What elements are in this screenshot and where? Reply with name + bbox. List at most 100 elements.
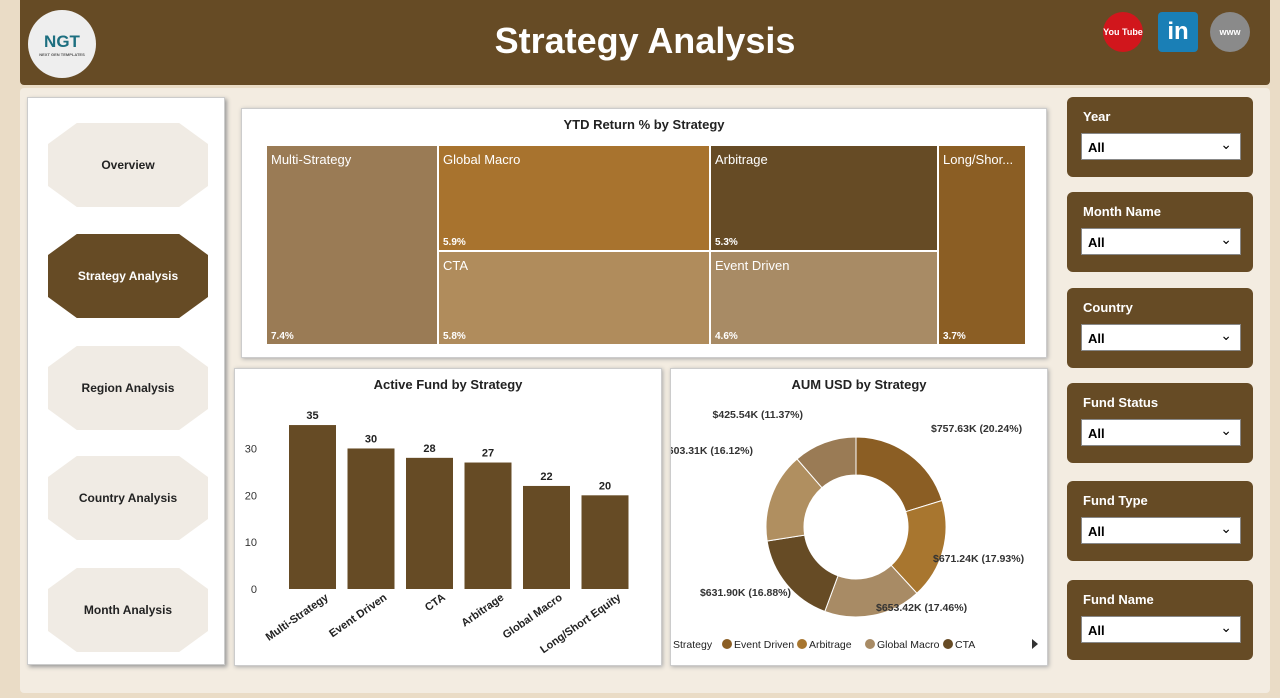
x-tick-label: CTA: [423, 592, 448, 614]
treemap-panel: YTD Return % by Strategy Multi-Strategy 7…: [241, 108, 1047, 358]
slicer-dropdown[interactable]: All ⌄: [1081, 228, 1241, 255]
slice-label: $603.31K (16.12%): [671, 445, 753, 457]
slice-label: $671.24K (17.93%): [933, 553, 1024, 565]
bar-data-label: 22: [540, 471, 552, 483]
nav-country-analysis[interactable]: Country Analysis: [48, 456, 208, 540]
tile-name: CTA: [443, 258, 469, 273]
nav-overview[interactable]: Overview: [48, 123, 208, 207]
bar-data-label: 35: [306, 410, 318, 422]
legend-item[interactable]: CTA: [955, 639, 975, 651]
donut-slice[interactable]: [766, 534, 839, 613]
bar-chart-title: Active Fund by Strategy: [373, 377, 523, 392]
bar-chart-panel: Active Fund by Strategy 0 10 20 30 35 Multi-S…: [234, 368, 662, 666]
legend-item[interactable]: Arbitrage: [809, 639, 852, 651]
legend-next-arrow-icon[interactable]: [1032, 639, 1038, 649]
legend-marker: [722, 639, 732, 649]
bar[interactable]: [464, 462, 512, 589]
y-tick-label: 20: [245, 490, 257, 502]
tile-value: 4.6%: [715, 331, 738, 342]
slicer-label: Month Name: [1083, 204, 1161, 219]
slicer-dropdown[interactable]: All ⌄: [1081, 324, 1241, 351]
page-title: Strategy Analysis: [494, 20, 796, 61]
globe-icon[interactable]: www: [1210, 12, 1250, 52]
slicer-label: Fund Name: [1083, 592, 1154, 607]
bar[interactable]: [581, 495, 629, 589]
tile-name: Long/Shor...: [943, 152, 1014, 167]
bar-data-label: 27: [482, 448, 494, 460]
slicer-dropdown[interactable]: All ⌄: [1081, 419, 1241, 446]
bar[interactable]: [523, 485, 570, 589]
slicer-value: All: [1088, 140, 1105, 155]
y-tick-label: 30: [245, 443, 257, 455]
bar[interactable]: [406, 457, 453, 589]
slicer-fund-type: Fund Type All ⌄: [1067, 481, 1253, 561]
youtube-label: You Tube: [1103, 27, 1143, 37]
tile-name: Event Driven: [715, 258, 790, 273]
chevron-down-icon: ⌄: [1220, 422, 1232, 438]
tile-name: Arbitrage: [715, 152, 768, 167]
chevron-down-icon: ⌄: [1220, 136, 1232, 152]
bar-data-label: 20: [599, 480, 611, 492]
slice-label: $757.63K (20.24%): [931, 423, 1022, 435]
legend-item[interactable]: Event Driven: [734, 639, 794, 651]
treemap-tile[interactable]: Long/Shor... 3.7%: [938, 145, 1026, 345]
x-tick-label: Multi-Strategy: [264, 591, 332, 643]
logo-subtext: NEXT GEN TEMPLATES: [39, 51, 85, 57]
bar-data-label: 30: [365, 433, 377, 445]
donut-chart-panel: AUM USD by Strategy $757.63K (20.24%) $67…: [670, 368, 1048, 666]
bar-data-label: 28: [423, 443, 435, 455]
slicer-label: Fund Type: [1083, 493, 1148, 508]
slicer-label: Country: [1083, 300, 1133, 315]
sidebar-nav: Overview Strategy Analysis Region Analys…: [27, 97, 225, 665]
chevron-down-icon: ⌄: [1220, 327, 1232, 343]
chevron-down-icon: ⌄: [1220, 231, 1232, 247]
tile-value: 7.4%: [271, 331, 294, 342]
treemap-tile[interactable]: Multi-Strategy 7.4%: [266, 145, 438, 345]
logo: NGT NEXT GEN TEMPLATES: [28, 10, 96, 78]
x-tick-label: Event Driven: [327, 591, 389, 640]
tile-value: 5.9%: [443, 237, 466, 248]
tile-value: 5.3%: [715, 237, 738, 248]
treemap-tile[interactable]: Event Driven 4.6%: [710, 251, 938, 345]
x-tick-label: Arbitrage: [459, 592, 506, 630]
donut-chart: $757.63K (20.24%) $671.24K (17.93%) $653.4…: [671, 409, 1038, 651]
legend-marker: [865, 639, 875, 649]
linkedin-icon[interactable]: in: [1158, 12, 1198, 52]
legend-item[interactable]: Global Macro: [877, 639, 940, 651]
donut-slice[interactable]: [796, 436, 857, 489]
nav-month-analysis[interactable]: Month Analysis: [48, 568, 208, 652]
tile-value: 3.7%: [943, 331, 966, 342]
slicer-month-name: Month Name All ⌄: [1067, 192, 1253, 272]
legend-marker: [797, 639, 807, 649]
slicer-fund-name: Fund Name All ⌄: [1067, 580, 1253, 660]
tile-name: Multi-Strategy: [271, 152, 352, 167]
slicer-dropdown[interactable]: All ⌄: [1081, 616, 1241, 643]
youtube-icon[interactable]: You Tube: [1103, 12, 1143, 52]
bar-chart: 0 10 20 30 35 Multi-Strategy 30 Event Driven 28 C…: [245, 410, 629, 656]
treemap-tile[interactable]: CTA 5.8%: [438, 251, 710, 345]
slice-label: $631.90K (16.88%): [700, 587, 791, 599]
chevron-down-icon: ⌄: [1220, 619, 1232, 635]
slicer-country: Country All ⌄: [1067, 288, 1253, 368]
header: NGT NEXT GEN TEMPLATES Strategy Analysis …: [20, 0, 1270, 85]
bar[interactable]: [289, 425, 336, 589]
treemap-tile[interactable]: Global Macro 5.9%: [438, 145, 710, 251]
slicer-label: Fund Status: [1083, 395, 1159, 410]
slicer-dropdown[interactable]: All ⌄: [1081, 517, 1241, 544]
nav-strategy-analysis[interactable]: Strategy Analysis: [48, 234, 208, 318]
tile-value: 5.8%: [443, 331, 466, 342]
y-tick-label: 0: [251, 584, 257, 596]
slicer-dropdown[interactable]: All ⌄: [1081, 133, 1241, 160]
y-tick-label: 10: [245, 537, 257, 549]
logo-text: NGT: [44, 31, 80, 51]
treemap-tile[interactable]: Arbitrage 5.3%: [710, 145, 938, 251]
linkedin-label: in: [1167, 18, 1189, 45]
bar[interactable]: [347, 448, 395, 589]
donut-slice[interactable]: [855, 436, 943, 513]
legend-marker: [943, 639, 953, 649]
slice-label: $425.54K (11.37%): [713, 409, 803, 421]
nav-region-analysis[interactable]: Region Analysis: [48, 346, 208, 430]
slicer-fund-status: Fund Status All ⌄: [1067, 383, 1253, 463]
tile-name: Global Macro: [443, 152, 521, 167]
slicer-label: Year: [1083, 109, 1111, 124]
